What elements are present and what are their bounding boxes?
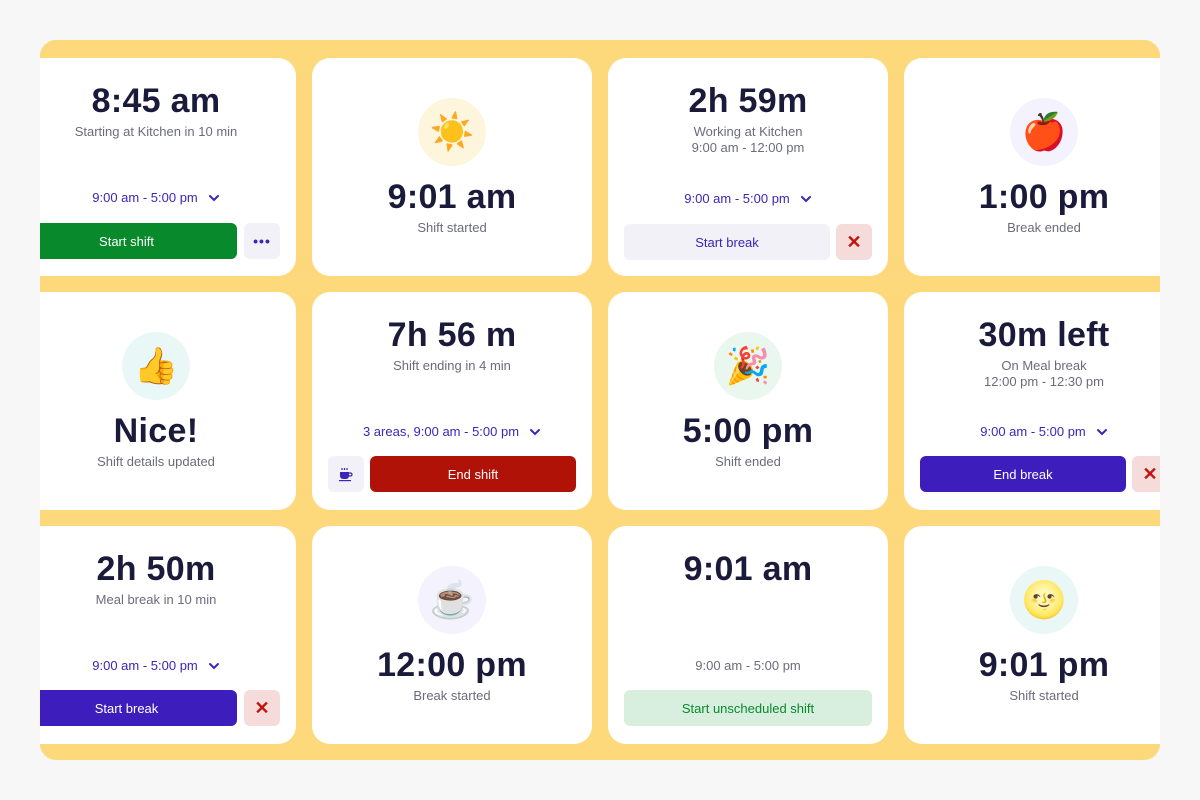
card-working: 2h 59m Working at Kitchen 9:00 am - 12:0…: [608, 58, 888, 276]
card-unscheduled: 9:01 am 9:00 am - 5:00 pm Start unschedu…: [608, 526, 888, 744]
card-status: Break started: [413, 688, 491, 703]
widget-board: 8:45 am Starting at Kitchen in 10 min 9:…: [40, 40, 1160, 760]
card-time: 2h 50m: [96, 550, 216, 588]
party-popper-icon: 🎉: [714, 332, 782, 400]
shift-range-label: 9:00 am - 5:00 pm: [92, 190, 198, 205]
start-break-label: Start break: [695, 234, 759, 250]
card-time: 5:00 pm: [682, 412, 814, 450]
card-status-range: 12:00 pm - 12:30 pm: [984, 374, 1104, 389]
card-shift-started-morning: ☀️ 9:01 am Shift started: [312, 58, 592, 276]
card-time: 30m left: [978, 316, 1110, 354]
card-status: Working at Kitchen: [693, 124, 803, 139]
start-shift-label: Start shift: [99, 233, 154, 249]
card-status: Shift started: [1009, 688, 1079, 703]
start-break-button[interactable]: Start break: [624, 224, 830, 260]
apple-icon: 🍎: [1010, 98, 1078, 166]
start-break-label: Start break: [94, 700, 159, 716]
card-headline: Nice!: [113, 412, 199, 450]
chevron-down-icon: [208, 194, 219, 201]
card-on-break: 30m left On Meal break 12:00 pm - 12:30 …: [904, 292, 1160, 510]
chevron-down-icon: [800, 195, 811, 202]
card-time: 8:45 am: [91, 82, 221, 120]
card-time: 1:00 pm: [978, 178, 1110, 216]
shift-range-dropdown[interactable]: 9:00 am - 5:00 pm: [904, 424, 1160, 439]
shift-range-dropdown[interactable]: 9:00 am - 5:00 pm: [40, 190, 296, 205]
shift-range-label: 9:00 am - 5:00 pm: [684, 191, 790, 206]
full-moon-face-icon: 🌝: [1010, 566, 1078, 634]
chevron-down-icon: [208, 662, 219, 669]
shift-range-label: 3 areas, 9:00 am - 5:00 pm: [362, 424, 520, 439]
start-unscheduled-shift-button[interactable]: Start unscheduled shift: [624, 690, 872, 726]
card-break-started: ☕ 12:00 pm Break started: [312, 526, 592, 744]
start-unscheduled-shift-label: Start unscheduled shift: [681, 700, 815, 716]
shift-range-dropdown[interactable]: 3 areas, 9:00 am - 5:00 pm: [312, 424, 592, 439]
thumbs-up-icon: 👍: [122, 332, 190, 400]
card-shift-started-night: 🌝 9:01 pm Shift started: [904, 526, 1160, 744]
close-button[interactable]: ✕: [1132, 456, 1160, 492]
sun-icon: ☀️: [418, 98, 486, 166]
chevron-down-icon: [530, 428, 541, 435]
card-status: Starting at Kitchen in 10 min: [74, 124, 238, 139]
end-break-button[interactable]: End break: [920, 456, 1126, 492]
card-time: 9:01 pm: [978, 646, 1110, 684]
coffee-icon: [339, 468, 353, 482]
start-shift-button[interactable]: Start shift: [40, 223, 237, 259]
card-upcoming-shift: 8:45 am Starting at Kitchen in 10 min 9:…: [40, 58, 296, 276]
ellipsis-icon: •••: [253, 233, 271, 249]
card-status: On Meal break: [1001, 358, 1087, 373]
start-break-button[interactable]: Start break: [40, 690, 237, 726]
more-options-button[interactable]: •••: [244, 223, 280, 259]
card-time: 9:01 am: [387, 178, 517, 216]
card-break-ended: 🍎 1:00 pm Break ended: [904, 58, 1160, 276]
card-time: 2h 59m: [688, 82, 808, 120]
card-status: Shift ending in 4 min: [393, 358, 511, 373]
coffee-icon: ☕: [418, 566, 486, 634]
shift-range-dropdown[interactable]: 9:00 am - 5:00 pm: [40, 658, 296, 673]
shift-range-label: 9:00 am - 5:00 pm: [695, 658, 801, 673]
shift-range-dropdown[interactable]: 9:00 am - 5:00 pm: [608, 191, 888, 206]
card-time: 7h 56 m: [387, 316, 517, 354]
close-icon: ✕: [846, 232, 862, 252]
card-status-range: 9:00 am - 12:00 pm: [691, 140, 805, 155]
card-meal-break-soon: 2h 50m Meal break in 10 min 9:00 am - 5:…: [40, 526, 296, 744]
card-status: Break ended: [1007, 220, 1081, 235]
card-status: Shift details updated: [97, 454, 215, 469]
close-button[interactable]: ✕: [244, 690, 280, 726]
close-icon: ✕: [254, 698, 270, 718]
card-status: Shift started: [417, 220, 487, 235]
card-time: 9:01 am: [683, 550, 813, 588]
card-status: Shift ended: [715, 454, 781, 469]
end-shift-button[interactable]: End shift: [370, 456, 576, 492]
card-nice: 👍 Nice! Shift details updated: [40, 292, 296, 510]
shift-range-label: 9:00 am - 5:00 pm: [92, 658, 198, 673]
end-break-label: End break: [993, 466, 1053, 482]
close-button[interactable]: ✕: [836, 224, 872, 260]
close-icon: ✕: [1142, 464, 1158, 484]
shift-range-label: 9:00 am - 5:00 pm: [980, 424, 1086, 439]
break-button[interactable]: [328, 456, 364, 492]
end-shift-label: End shift: [447, 466, 499, 482]
card-shift-ended: 🎉 5:00 pm Shift ended: [608, 292, 888, 510]
card-time: 12:00 pm: [377, 646, 527, 684]
chevron-down-icon: [1096, 428, 1107, 435]
card-shift-ending: 7h 56 m Shift ending in 4 min 3 areas, 9…: [312, 292, 592, 510]
card-status: Meal break in 10 min: [95, 592, 217, 607]
